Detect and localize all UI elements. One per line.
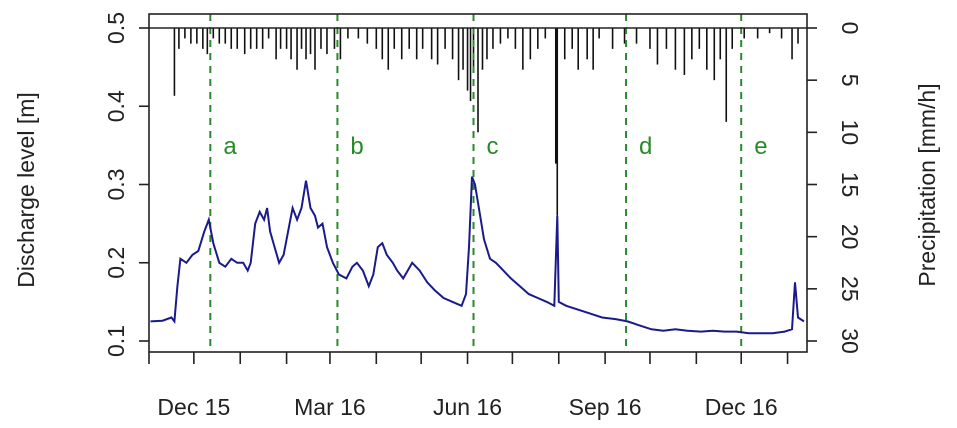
axes: 0.1 0.2 0.3 0.4 0.5 0 5 10 15 20 25 30 Dec 15 Mar 16 J… xyxy=(103,12,863,420)
y-right-tick-label: 5 xyxy=(837,74,863,87)
x-tick-label: Dec 16 xyxy=(705,394,778,420)
y-left-tick-label: 0.4 xyxy=(103,90,129,122)
y-left-tick-label: 0.2 xyxy=(103,247,129,279)
y-axis-left-title: Discharge level [m] xyxy=(13,92,39,288)
plot-frame xyxy=(148,13,808,353)
event-label-b: b xyxy=(350,133,363,160)
y-right-tick-label: 15 xyxy=(837,172,863,198)
x-tick-label: Dec 15 xyxy=(157,394,230,420)
y-left-tick-label: 0.1 xyxy=(103,325,129,357)
y-right-tick-label: 0 xyxy=(837,22,863,35)
y-right-tick-label: 25 xyxy=(837,276,863,302)
event-label-c: c xyxy=(487,133,499,160)
y-right-tick-label: 30 xyxy=(837,328,863,354)
y-left-tick-label: 0.5 xyxy=(103,12,129,44)
y-left-tick-label: 0.3 xyxy=(103,169,129,201)
y-right-tick-label: 20 xyxy=(837,224,863,250)
discharge-series-line xyxy=(150,176,805,335)
event-label-a: a xyxy=(223,133,237,160)
event-label-d: d xyxy=(639,133,652,160)
x-tick-label: Sep 16 xyxy=(569,394,642,420)
y-right-tick-label: 10 xyxy=(837,120,863,146)
precipitation-bars xyxy=(173,28,799,216)
event-label-e: e xyxy=(754,133,767,160)
x-tick-label: Jun 16 xyxy=(433,394,502,420)
x-tick-label: Mar 16 xyxy=(294,394,366,420)
y-axis-right-title: Precipitation [mm/h] xyxy=(914,83,940,286)
